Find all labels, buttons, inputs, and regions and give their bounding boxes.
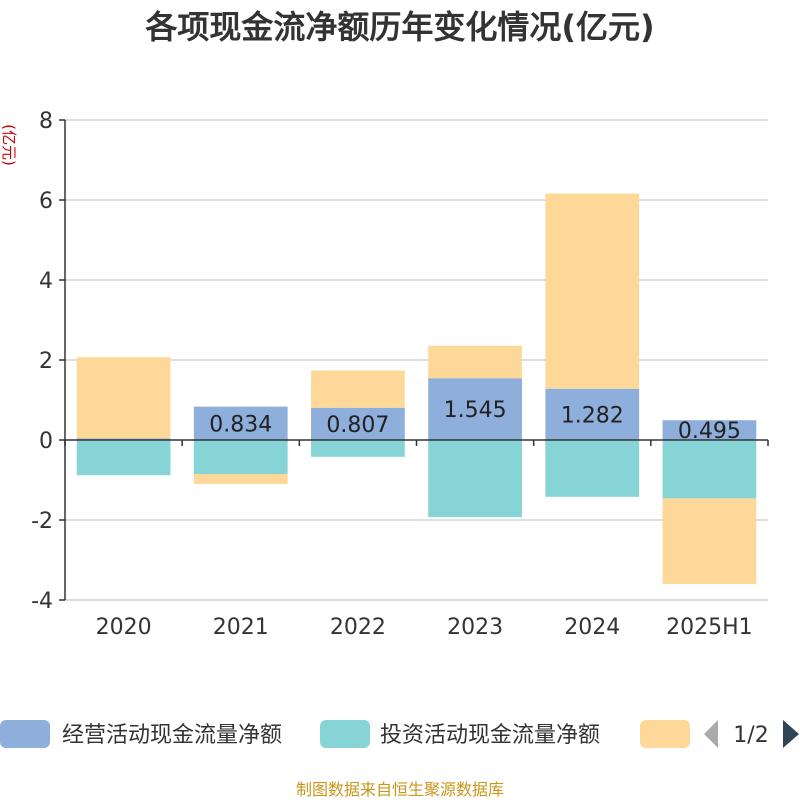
bar-2023-series-3 [428,345,522,379]
y-tick-label: 4 [39,269,53,294]
data-label: 0.495 [678,419,741,444]
bar-2025H1-series-1 [662,420,757,440]
bar-2025H1-series-2 [662,440,757,499]
legend: 经营活动现金流量净额 投资活动现金流量净额 1/2 [0,720,799,748]
bar-2021-series-3 [193,474,288,484]
bars [76,193,757,584]
bar-2024-series-2 [545,440,640,497]
y-tick-label: 2 [39,349,53,374]
legend-swatch-3 [640,720,690,748]
y-tick-label: 8 [39,109,53,134]
bar-2022-series-1 [311,407,405,440]
bar-2020-series-3 [76,357,171,439]
grid-lines [65,119,768,601]
legend-swatch-1 [0,720,50,748]
chart-title: 各项现金流净额历年变化情况(亿元) [145,8,654,46]
data-label: 0.807 [326,413,389,438]
y-tick-label: 0 [39,429,53,454]
source-note: 制图数据来自恒生聚源数据库 [296,780,504,799]
x-tick-label: 2022 [330,615,386,640]
bar-2023-series-2 [428,440,522,518]
y-tick-label: 6 [39,189,53,214]
bar-2021-series-2 [193,440,288,474]
bar-2024-series-3 [545,193,640,389]
legend-swatch-2 [320,720,370,748]
bar-2022-series-3 [311,370,405,408]
triangle-right-icon[interactable] [783,720,799,748]
bar-2022-series-2 [311,440,405,457]
bar-2024-series-1 [545,388,640,440]
legend-label-1: 经营活动现金流量净额 [62,723,282,748]
data-label: 1.545 [444,398,507,423]
legend-page-indicator: 1/2 [733,723,768,748]
data-labels: 0.834 0.807 1.545 1.282 0.495 [209,398,741,444]
x-tick-label: 2025H1 [666,615,753,640]
bar-2025H1-series-3 [662,498,757,584]
data-label: 1.282 [561,403,624,428]
bar-2020-series-1 [76,438,171,440]
x-tick-label: 2024 [564,615,620,640]
x-tick-label: 2020 [96,615,152,640]
y-tick-label: -2 [31,509,53,534]
y-tick-label: -4 [31,589,53,614]
x-tick-label: 2023 [447,615,503,640]
bar-2020-series-2 [76,440,171,476]
x-tick-label: 2021 [213,615,269,640]
triangle-left-icon[interactable] [704,720,718,748]
axes: -4 -2 0 2 4 6 8 2020 2021 2022 2023 2024 2025H1 [31,109,769,640]
bar-2021-series-1 [193,406,288,440]
bar-2023-series-1 [428,378,522,440]
data-label: 0.834 [209,412,272,437]
legend-label-2: 投资活动现金流量净额 [380,723,600,748]
y-axis-unit-label: (亿元) [0,124,18,166]
